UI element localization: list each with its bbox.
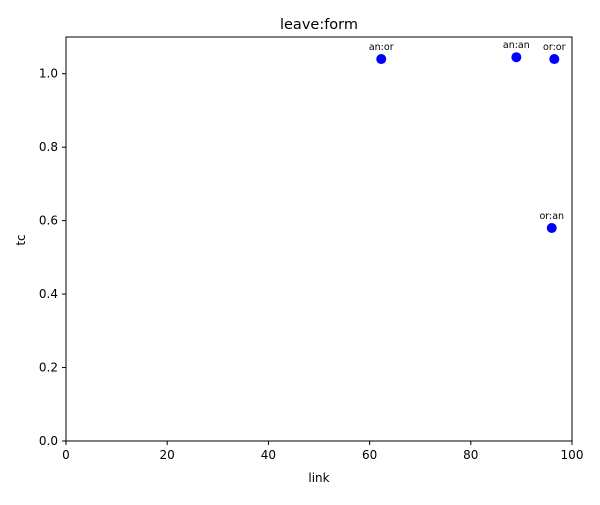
data-point bbox=[511, 52, 522, 63]
x-tick-label: 80 bbox=[463, 448, 478, 462]
x-tick-label: 20 bbox=[160, 448, 175, 462]
y-tick-label: 0.0 bbox=[39, 434, 58, 448]
x-tick-label: 60 bbox=[362, 448, 377, 462]
data-point bbox=[546, 222, 557, 233]
data-point-label: an:or bbox=[369, 42, 394, 53]
x-axis-label: link bbox=[308, 471, 329, 485]
y-axis-label: tc bbox=[14, 234, 28, 245]
x-tick-label: 100 bbox=[561, 448, 584, 462]
y-tick-label: 0.2 bbox=[39, 361, 58, 375]
data-point bbox=[376, 54, 387, 65]
y-tick-label: 0.6 bbox=[39, 214, 58, 228]
data-point bbox=[549, 54, 560, 65]
plot-area: 0 20 40 60 80 100 0.0 0.2 0.4 0.6 0.8 1.0 an:or an:an… bbox=[39, 36, 584, 462]
y-tick-label: 1.0 bbox=[39, 67, 58, 81]
x-tick-label: 0 bbox=[62, 448, 70, 462]
data-point-label: or:an bbox=[539, 211, 564, 222]
y-tick-label: 0.8 bbox=[39, 140, 58, 154]
plot-frame bbox=[65, 36, 573, 442]
y-tick-label: 0.4 bbox=[39, 287, 58, 301]
chart-title: leave:form bbox=[280, 17, 358, 33]
data-point-label: or:or bbox=[543, 42, 566, 53]
data-point-label: an:an bbox=[503, 40, 530, 51]
x-tick-label: 40 bbox=[261, 448, 276, 462]
